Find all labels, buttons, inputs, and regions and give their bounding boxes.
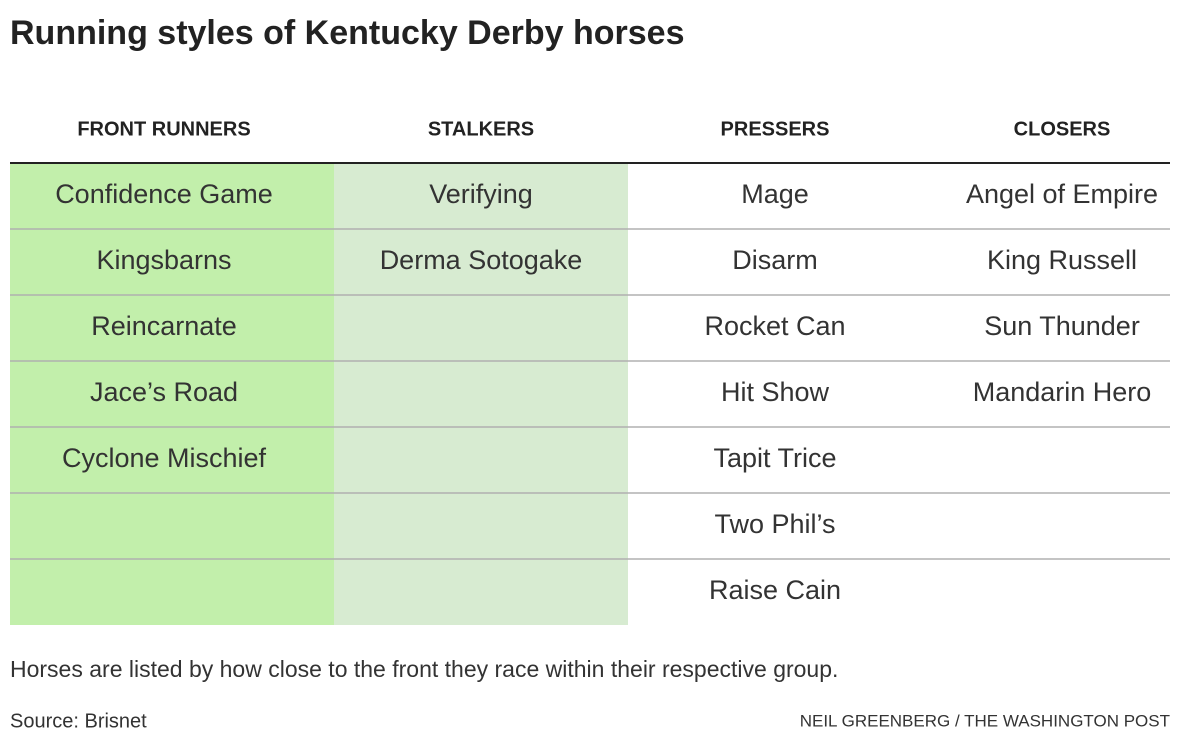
cell: Cyclone Mischief xyxy=(62,443,267,473)
credit: NEIL GREENBERG / THE WASHINGTON POST xyxy=(800,711,1170,730)
column-header: CLOSERS xyxy=(1014,118,1111,140)
cell: Raise Cain xyxy=(709,575,841,605)
cell: Tapit Trice xyxy=(713,443,836,473)
cell: Verifying xyxy=(429,179,533,209)
cell: Mage xyxy=(741,179,809,209)
cell: Reincarnate xyxy=(91,311,237,341)
stalkers-background xyxy=(334,163,628,625)
cell: King Russell xyxy=(987,245,1137,275)
cell: Derma Sotogake xyxy=(380,245,583,275)
column-header: STALKERS xyxy=(428,118,534,140)
cell: Hit Show xyxy=(721,377,830,407)
source: Source: Brisnet xyxy=(10,710,147,732)
cell: Disarm xyxy=(732,245,818,275)
cell: Two Phil’s xyxy=(714,509,835,539)
cell: Confidence Game xyxy=(55,179,273,209)
footnote: Horses are listed by how close to the fr… xyxy=(10,656,838,682)
front-runners-background xyxy=(10,163,334,625)
cell: Sun Thunder xyxy=(984,311,1140,341)
column-header: PRESSERS xyxy=(721,118,830,140)
column-header: FRONT RUNNERS xyxy=(77,118,250,140)
cell: Mandarin Hero xyxy=(973,377,1152,407)
cell: Rocket Can xyxy=(704,311,845,341)
cell: Jace’s Road xyxy=(90,377,238,407)
title: Running styles of Kentucky Derby horses xyxy=(10,14,685,52)
cell: Angel of Empire xyxy=(966,179,1158,209)
cell: Kingsbarns xyxy=(96,245,231,275)
